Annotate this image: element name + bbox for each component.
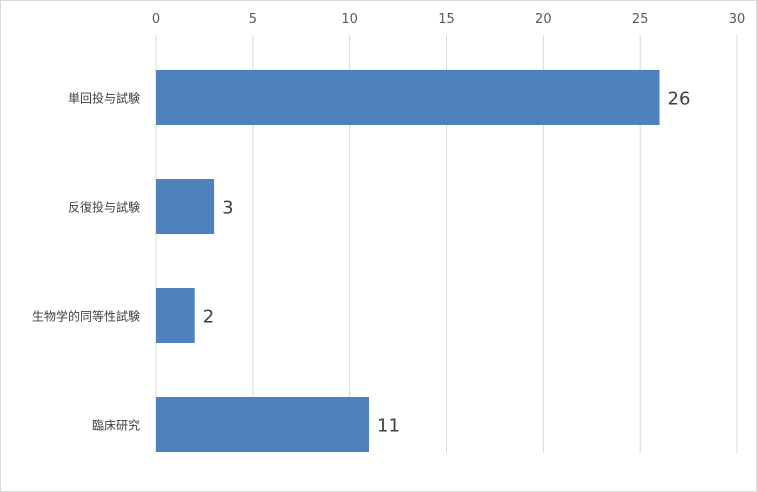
bar-layer	[156, 70, 660, 452]
category-label: 臨床研究	[92, 418, 140, 433]
x-tick-label: 15	[438, 12, 455, 27]
label-layer: 単回投与試験 26 反復投与試験 3 生物学的同等性試験 2 臨床研究 11	[32, 89, 690, 437]
data-label: 26	[668, 89, 691, 110]
data-label: 2	[203, 307, 214, 328]
category-label: 反復投与試験	[68, 200, 140, 215]
bar	[156, 70, 660, 125]
category-label: 単回投与試験	[68, 91, 140, 106]
axis-layer: 0 5 10 15 20 25 30	[152, 12, 745, 27]
x-tick-label: 10	[341, 12, 358, 27]
x-tick-label: 5	[249, 12, 257, 27]
x-tick-label: 25	[632, 12, 649, 27]
x-tick-label: 0	[152, 12, 160, 27]
category-label: 生物学的同等性試験	[32, 309, 140, 324]
data-label: 11	[377, 416, 400, 437]
x-tick-label: 20	[535, 12, 552, 27]
bar	[156, 179, 215, 234]
bar	[156, 288, 195, 343]
bar	[156, 397, 370, 452]
data-label: 3	[222, 198, 233, 219]
x-tick-label: 30	[729, 12, 746, 27]
